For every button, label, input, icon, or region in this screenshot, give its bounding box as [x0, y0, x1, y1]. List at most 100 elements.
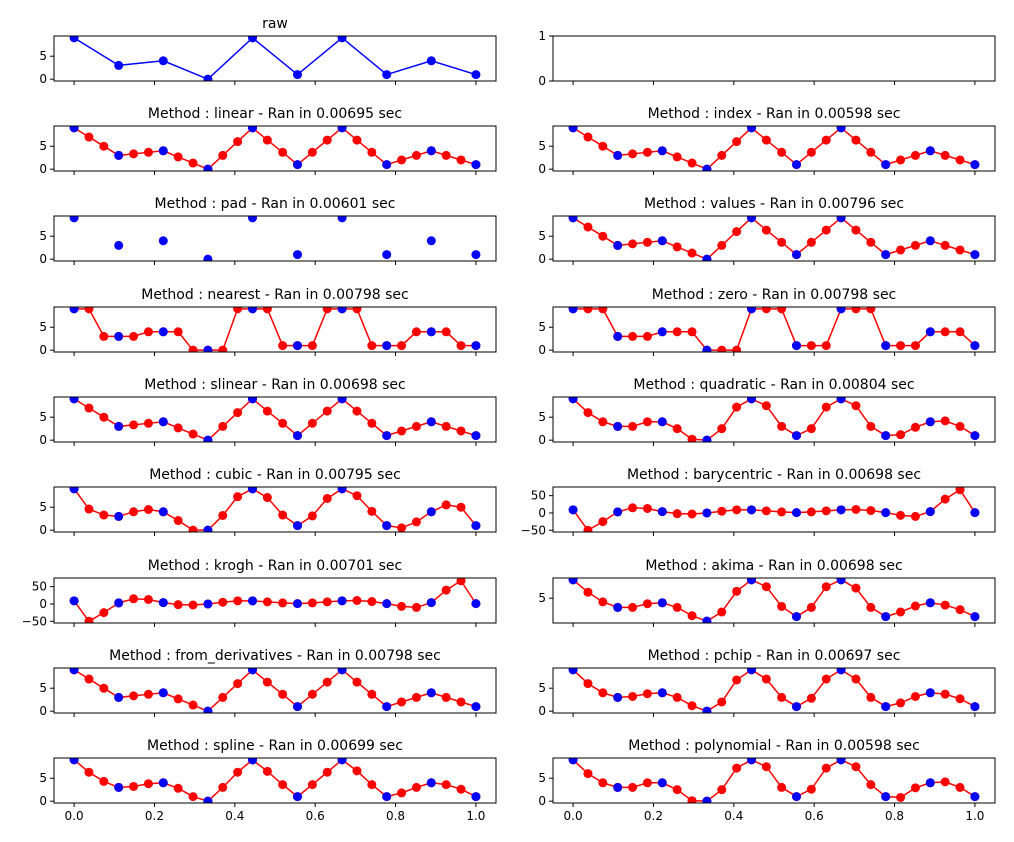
raw-data-point — [613, 150, 623, 160]
raw-data-point — [970, 160, 980, 170]
subplot-18: Method : polynomial - Ran in 0.00598 sec… — [538, 738, 996, 823]
interpolated-point — [761, 506, 771, 516]
axes-frame — [552, 577, 996, 624]
axes-frame — [53, 35, 497, 82]
interpolated-point — [441, 692, 451, 702]
raw-data-point — [382, 792, 392, 802]
subplot-9: Method : slinear - Ran in 0.00698 sec 0 5 — [39, 377, 497, 447]
subplot-title: Method : cubic - Ran in 0.00795 sec — [149, 467, 401, 483]
raw-data-point — [881, 341, 891, 351]
x-tick-label: 0.0 — [564, 809, 583, 823]
raw-data-point — [613, 421, 623, 431]
interpolated-point — [761, 762, 771, 772]
interpolated-point — [806, 784, 816, 794]
interpolated-point — [143, 505, 153, 514]
interpolated-point — [99, 331, 109, 341]
interpolated-point — [129, 594, 139, 604]
subplot-2: 01 — [538, 29, 996, 88]
interpolated-point — [628, 239, 638, 249]
raw-data-point — [158, 417, 168, 427]
interpolated-point — [940, 777, 950, 787]
raw-data-point — [69, 36, 79, 43]
raw-data-point — [657, 417, 667, 427]
interpolated-point — [806, 147, 816, 157]
interpolated-point — [717, 150, 727, 160]
interpolated-point — [411, 150, 421, 160]
interpolated-point — [583, 769, 593, 779]
raw-data-point — [836, 578, 846, 585]
raw-data-point — [382, 521, 392, 531]
y-tick-label: 0 — [538, 162, 546, 176]
subplot-title: Method : pchip - Ran in 0.00697 sec — [648, 648, 901, 664]
interpolated-line — [572, 397, 976, 441]
subplot-title: Method : barycentric - Ran in 0.00698 se… — [627, 467, 921, 483]
x-tick-label: 0.4 — [225, 809, 244, 823]
interpolated-point — [955, 694, 965, 704]
raw-data-point — [747, 668, 756, 675]
interpolated-point — [397, 341, 407, 351]
axes-frame — [552, 306, 996, 353]
raw-data-point — [881, 792, 891, 802]
raw-data-point — [970, 612, 980, 622]
subplot-8: Method : zero - Ran in 0.00798 sec 0 5 — [538, 287, 996, 357]
x-tick-label: 0.0 — [65, 809, 84, 823]
interpolated-point — [717, 506, 727, 516]
interpolated-point — [777, 782, 787, 792]
interpolated-point — [84, 616, 94, 623]
subplot-14: Method : akima - Ran in 0.00698 sec 5 — [538, 558, 996, 627]
raw-data-point — [382, 341, 392, 351]
interpolated-point — [262, 493, 272, 503]
interpolated-point — [173, 327, 183, 337]
raw-data-point — [970, 702, 980, 712]
interpolated-point — [173, 423, 183, 433]
interpolated-point — [821, 674, 831, 684]
interpolated-point — [583, 222, 593, 232]
interpolated-point — [821, 763, 831, 773]
raw-data-point — [613, 692, 623, 702]
raw-data-point — [970, 341, 980, 351]
axes-frame — [552, 396, 996, 443]
x-tick-label: 0.8 — [885, 809, 904, 823]
interpolated-point — [218, 597, 228, 607]
interpolated-point — [598, 517, 608, 527]
y-tick-label: 5 — [538, 229, 546, 243]
interpolated-point — [940, 240, 950, 250]
interpolated-point — [910, 150, 920, 160]
raw-data-point — [203, 796, 213, 803]
raw-data-point — [471, 431, 481, 441]
interpolated-point — [851, 505, 861, 514]
interpolated-point — [866, 780, 876, 790]
interpolated-point — [84, 674, 94, 684]
raw-data-point — [925, 688, 935, 698]
raw-data-point — [114, 511, 124, 521]
interpolated-point — [129, 420, 139, 430]
interpolated-point — [955, 155, 965, 165]
interpolated-point — [411, 421, 421, 431]
interpolated-point — [441, 500, 451, 510]
interpolated-point — [955, 605, 965, 615]
interpolated-point — [233, 307, 243, 314]
raw-data-point — [471, 341, 481, 351]
interpolated-point — [777, 692, 787, 702]
raw-data-point — [69, 126, 79, 133]
raw-data-point — [657, 146, 667, 156]
subplot-16: Method : pchip - Ran in 0.00697 sec 0 5 — [538, 648, 996, 718]
raw-data-point — [471, 521, 481, 531]
raw-data-point — [471, 250, 481, 260]
interpolated-point — [806, 602, 816, 612]
interpolated-point — [910, 422, 920, 432]
y-tick-label: 5 — [538, 320, 546, 334]
raw-data-point — [158, 56, 168, 66]
interpolated-point — [99, 141, 109, 151]
raw-data-point — [293, 250, 302, 260]
axes-frame — [53, 396, 497, 443]
y-tick-label: 0 — [39, 597, 47, 611]
raw-data-point — [248, 397, 257, 404]
interpolated-line — [572, 488, 976, 532]
raw-data-point — [925, 327, 935, 337]
raw-data-point — [203, 254, 213, 261]
interpolated-point — [278, 689, 288, 699]
raw-data-point — [69, 758, 79, 765]
raw-data-point — [248, 36, 257, 43]
raw-data-point — [970, 792, 980, 802]
